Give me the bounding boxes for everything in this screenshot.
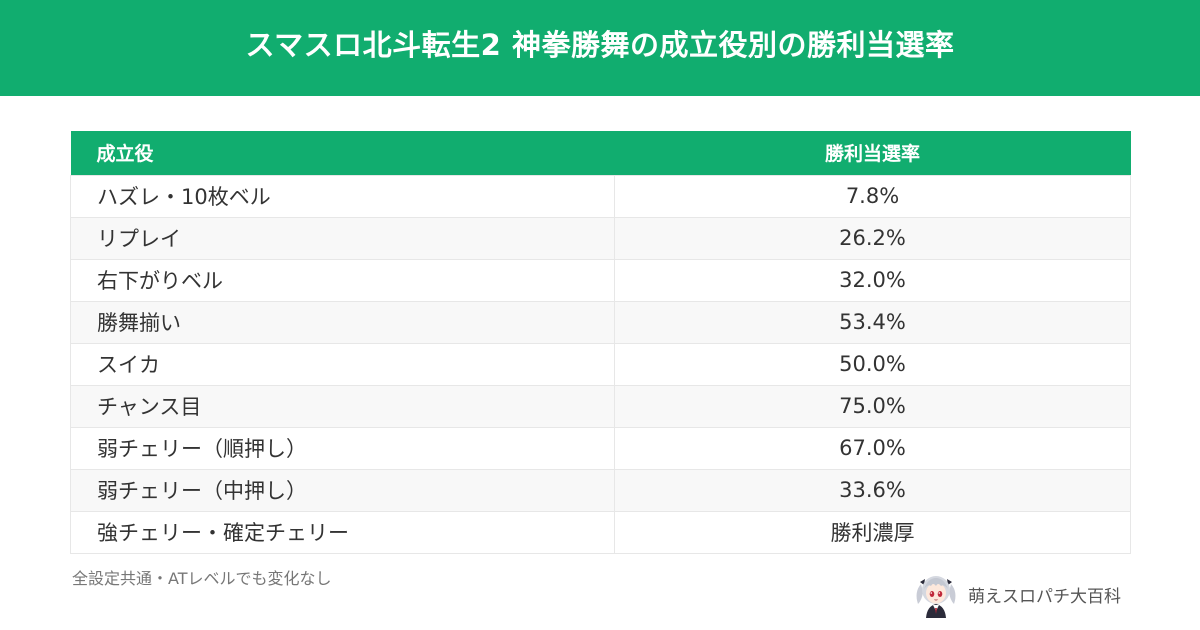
win-rate-table-container: 成立役 勝利当選率 ハズレ・10枚ベル 7.8% リプレイ 26.2% 右下がり… <box>70 131 1131 554</box>
table-row: 強チェリー・確定チェリー 勝利濃厚 <box>70 510 1131 554</box>
table-row: ハズレ・10枚ベル 7.8% <box>70 174 1131 218</box>
table-header-row: 成立役 勝利当選率 <box>70 131 1131 175</box>
page-title: スマスロ北斗転生2 神拳勝舞の成立役別の勝利当選率 <box>245 28 955 62</box>
rate-cell: 67.0% <box>614 426 1131 470</box>
role-cell: 右下がりベル <box>70 258 615 302</box>
brand-name: 萌えスロパチ大百科 <box>968 586 1121 607</box>
table-row: 右下がりベル 32.0% <box>70 258 1131 302</box>
role-cell: 勝舞揃い <box>70 300 615 344</box>
anime-girl-avatar-icon <box>916 576 956 618</box>
table-row: スイカ 50.0% <box>70 342 1131 386</box>
rate-cell: 7.8% <box>614 174 1131 218</box>
footnote: 全設定共通・ATレベルでも変化なし <box>72 569 332 588</box>
table-row: リプレイ 26.2% <box>70 216 1131 260</box>
role-cell: リプレイ <box>70 216 615 260</box>
role-cell: 強チェリー・確定チェリー <box>70 510 615 554</box>
rate-cell: 33.6% <box>614 468 1131 512</box>
win-rate-table: 成立役 勝利当選率 ハズレ・10枚ベル 7.8% リプレイ 26.2% 右下がり… <box>70 131 1131 554</box>
rate-cell: 26.2% <box>614 216 1131 260</box>
table-row: 勝舞揃い 53.4% <box>70 300 1131 344</box>
rate-cell: 50.0% <box>614 342 1131 386</box>
role-cell: スイカ <box>70 342 615 386</box>
rate-cell: 75.0% <box>614 384 1131 428</box>
column-header-rate: 勝利当選率 <box>824 143 920 166</box>
table-row: 弱チェリー（中押し） 33.6% <box>70 468 1131 512</box>
role-cell: ハズレ・10枚ベル <box>70 174 615 218</box>
site-brand: 萌えスロパチ大百科 <box>912 570 1121 618</box>
role-cell: 弱チェリー（中押し） <box>70 468 615 512</box>
title-banner: スマスロ北斗転生2 神拳勝舞の成立役別の勝利当選率 <box>0 0 1200 96</box>
rate-cell: 勝利濃厚 <box>614 510 1131 554</box>
column-header-role: 成立役 <box>96 143 154 166</box>
role-cell: チャンス目 <box>70 384 615 428</box>
role-cell: 弱チェリー（順押し） <box>70 426 615 470</box>
table-row: チャンス目 75.0% <box>70 384 1131 428</box>
rate-cell: 53.4% <box>614 300 1131 344</box>
rate-cell: 32.0% <box>614 258 1131 302</box>
table-row: 弱チェリー（順押し） 67.0% <box>70 426 1131 470</box>
